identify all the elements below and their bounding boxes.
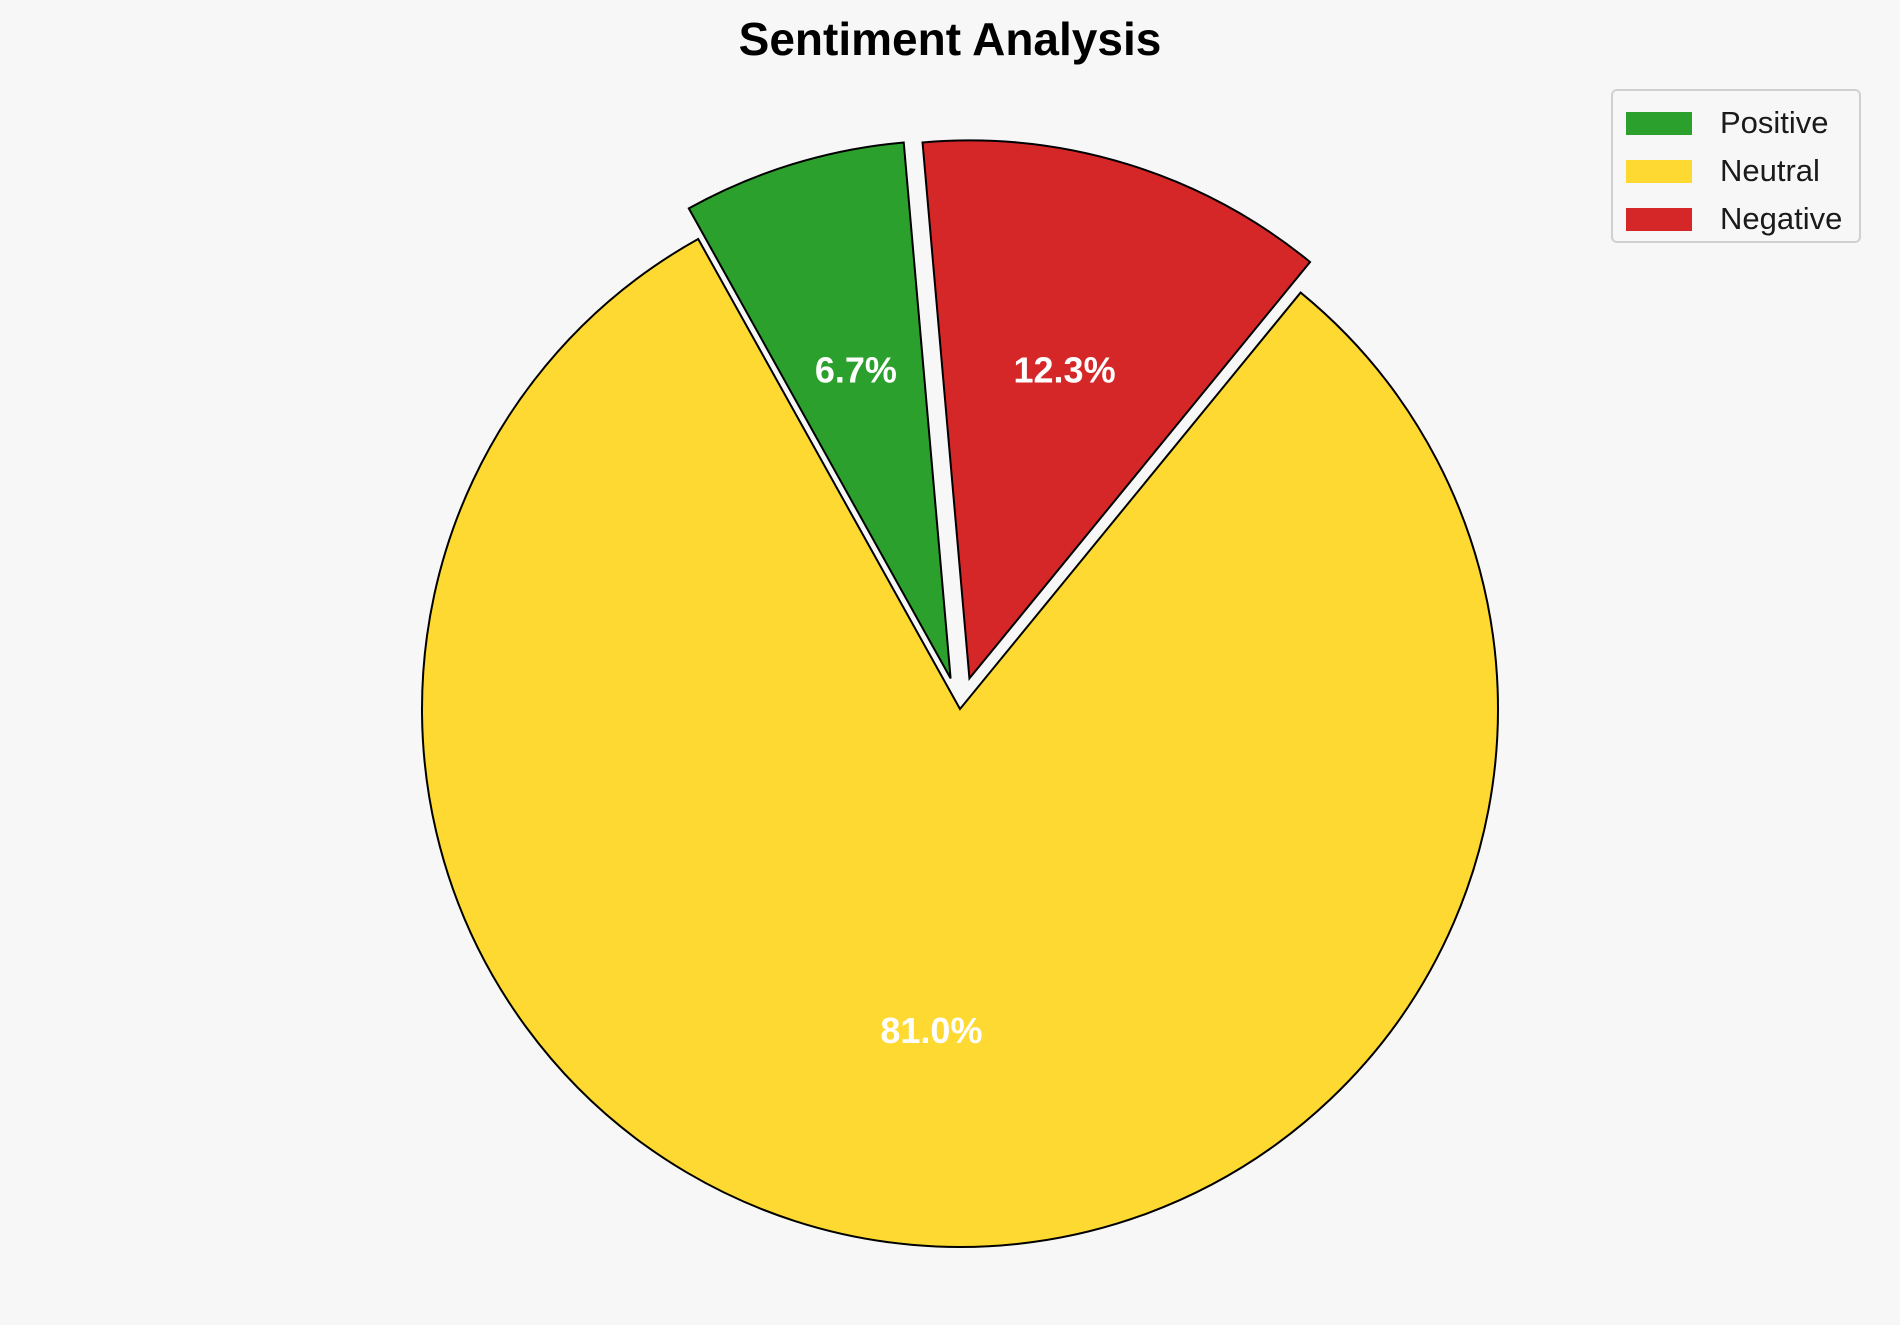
legend-item-negative: Negative: [1613, 195, 1859, 243]
pie-slice-neutral: [421, 237, 1499, 1248]
pie-slice-labels: 6.7% 81.0% 12.3%: [815, 349, 1116, 1051]
pie-slice-positive: [687, 141, 952, 679]
legend-label-negative: Negative: [1720, 201, 1843, 236]
pie-slice-negative: [921, 139, 1312, 681]
pie-slice-label-neutral: 81.0%: [880, 1010, 982, 1051]
legend-item-neutral: Neutral: [1613, 147, 1859, 195]
legend-label-neutral: Neutral: [1720, 153, 1820, 188]
legend: Positive Neutral Negative: [1611, 89, 1861, 243]
pie-slice-label-positive: 6.7%: [815, 349, 897, 390]
pie-slices: [421, 139, 1499, 1248]
legend-swatch-neutral: [1626, 159, 1692, 183]
legend-label-positive: Positive: [1720, 105, 1829, 140]
legend-swatch-negative: [1626, 207, 1692, 231]
legend-swatch-positive: [1626, 111, 1692, 135]
legend-item-positive: Positive: [1613, 99, 1859, 147]
pie-slice-label-negative: 12.3%: [1014, 349, 1116, 390]
chart-title: Sentiment Analysis: [738, 13, 1162, 65]
